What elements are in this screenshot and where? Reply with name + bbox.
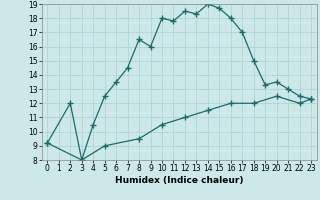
X-axis label: Humidex (Indice chaleur): Humidex (Indice chaleur) xyxy=(115,176,244,185)
